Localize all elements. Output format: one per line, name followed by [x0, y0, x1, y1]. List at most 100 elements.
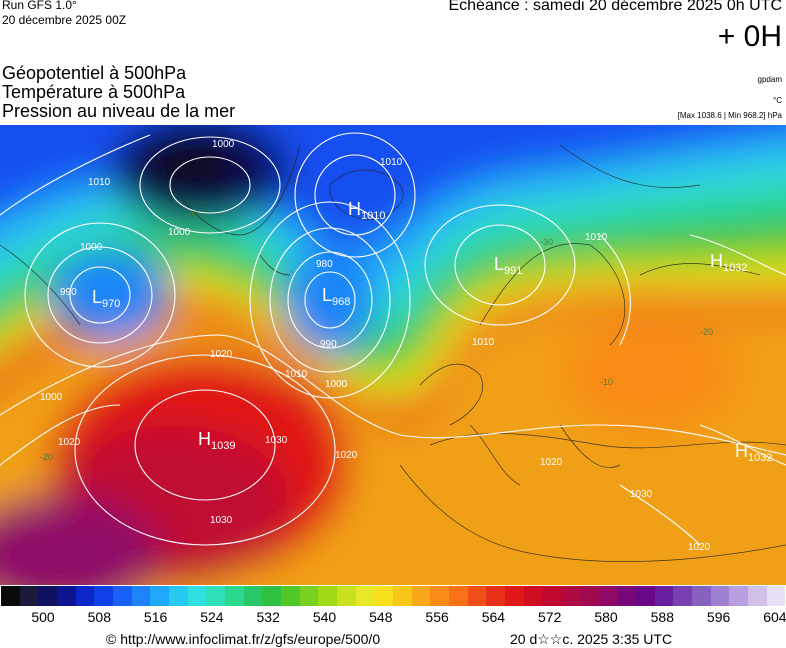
color-scale-swatch	[673, 586, 692, 606]
color-scale-swatch	[747, 586, 767, 606]
isobar-label: 1020	[335, 450, 358, 461]
color-scale-swatch	[579, 586, 599, 606]
color-scale-swatch	[75, 586, 95, 606]
low-pressure-center: L970	[92, 287, 120, 310]
color-scale-swatch	[262, 586, 282, 606]
high-pressure-center: H1032	[735, 441, 772, 464]
isobar-label: 1020	[688, 542, 711, 553]
temperature-label: -10	[600, 377, 613, 387]
isobar-label: 1000	[80, 242, 103, 253]
color-scale-swatch	[542, 586, 562, 606]
color-scale-swatch	[449, 586, 468, 606]
run-date: 20 décembre 2025 00Z	[2, 13, 127, 27]
isobar-label: 1000	[40, 392, 63, 403]
color-scale-swatch	[393, 586, 412, 606]
color-scale-ticks: 500 508 516 524 532 540 548 556 564 572 580 588 596 6…	[0, 609, 786, 627]
color-scale-swatch	[766, 586, 786, 606]
color-scale-swatch	[374, 586, 394, 606]
generated-timestamp: 20 d☆☆c. 2025 3:35 UTC	[510, 631, 673, 647]
color-scale-swatch	[318, 586, 338, 606]
layer-temperature: Température à 500hPa	[2, 82, 186, 102]
color-scale-tick-label: 596	[706, 609, 731, 625]
low-pressure-center: L968	[322, 285, 350, 308]
color-scale-tick-label: 500	[31, 609, 55, 625]
color-scale-tick-label: 524	[200, 609, 224, 625]
color-scale-tick-label: 580	[594, 609, 618, 625]
temperature-label: -40	[186, 209, 199, 219]
color-scale-tick-label: 548	[369, 609, 393, 625]
run-title: Run GFS 1.0°	[2, 0, 77, 12]
color-scale-swatch	[654, 586, 674, 606]
color-scale-swatch	[729, 586, 748, 606]
color-scale-swatch	[598, 586, 618, 606]
isobar-label: 990	[320, 339, 337, 350]
isobar-label: 1010	[285, 369, 308, 380]
color-scale-tick-label: 540	[312, 609, 337, 625]
layer-pressure: Pression au niveau de la mer	[2, 101, 236, 121]
color-scale-tick-label: 564	[481, 609, 506, 625]
color-scale-swatch	[1, 586, 20, 606]
color-scale-tick-label: 516	[143, 609, 168, 625]
temperature-label: -20	[40, 452, 53, 462]
isobar-label: 1000	[325, 379, 348, 390]
temperature-label: -20	[700, 327, 713, 337]
color-scale-swatch	[243, 586, 263, 606]
color-scale-swatch	[150, 586, 170, 606]
color-scale-tick-label: 532	[256, 609, 280, 625]
color-scale-swatch	[94, 586, 114, 606]
isobar-label: 1020	[58, 437, 81, 448]
isobar-label: 1030	[210, 515, 233, 526]
color-scale-swatch	[635, 586, 655, 606]
color-scale-swatch	[691, 586, 711, 606]
color-scale-swatch	[505, 586, 524, 606]
isobar-label: 1010	[88, 177, 111, 188]
high-pressure-center: H1010	[348, 199, 385, 222]
color-scale-swatch	[131, 586, 151, 606]
isobar-label: 1000	[212, 139, 235, 150]
color-scale-swatch	[38, 586, 58, 606]
color-scale-swatch	[281, 586, 300, 606]
color-scale-swatch	[710, 586, 730, 606]
isobar-label: 1000	[168, 227, 191, 238]
high-pressure-center: H1039	[198, 429, 235, 452]
weather-map: 1000 1010 1000 990 1000 980 990 1000 101…	[0, 125, 786, 585]
color-scale-swatch	[299, 586, 319, 606]
isobar-label: 1020	[210, 349, 233, 360]
lead-time: + 0H	[717, 20, 782, 53]
isobar-label: 1010	[472, 337, 495, 348]
isobar-label: 1010	[380, 157, 403, 168]
color-scale-swatch	[430, 586, 450, 606]
isobar-label: 990	[60, 287, 77, 298]
color-scale-swatch	[561, 586, 580, 606]
color-scale-tick-label: 604	[763, 609, 786, 625]
color-scale-swatch	[486, 586, 506, 606]
color-scale-tick-label: 508	[87, 609, 111, 625]
color-scale-swatch	[57, 586, 76, 606]
color-scale-swatch	[523, 586, 543, 606]
color-scale-swatch	[337, 586, 356, 606]
low-pressure-center: L991	[494, 254, 522, 277]
isobar-label: 1010	[585, 232, 608, 243]
layer-geopotential: Géopotentiel à 500hPa	[2, 63, 187, 83]
color-scale-swatch	[187, 586, 207, 606]
isobar-label: 1020	[540, 457, 563, 468]
high-pressure-center: H1032	[710, 251, 747, 274]
color-scale-swatch	[113, 586, 132, 606]
isobar-label: 980	[316, 259, 333, 270]
forecast-time: Echéance : samedi 20 décembre 2025 0h UT…	[448, 0, 782, 14]
color-scale-swatch	[355, 586, 375, 606]
source-url[interactable]: © http://www.infoclimat.fr/z/gfs/europe/…	[106, 631, 381, 647]
color-scale-swatch	[19, 586, 39, 606]
color-scale-swatch	[206, 586, 226, 606]
temperature-unit: °C	[773, 96, 782, 105]
color-scale-swatch	[617, 586, 636, 606]
color-scale-swatch	[169, 586, 188, 606]
temperature-label: -30	[540, 237, 553, 247]
geopotential-unit: gpdam	[757, 75, 782, 84]
color-scale-tick-label: 572	[538, 609, 562, 625]
color-scale-swatch	[225, 586, 244, 606]
color-scale-swatch	[467, 586, 487, 606]
isobar-label: 1030	[630, 489, 653, 500]
isobar-label: 1030	[265, 435, 288, 446]
color-scale-tick-label: 588	[650, 609, 674, 625]
